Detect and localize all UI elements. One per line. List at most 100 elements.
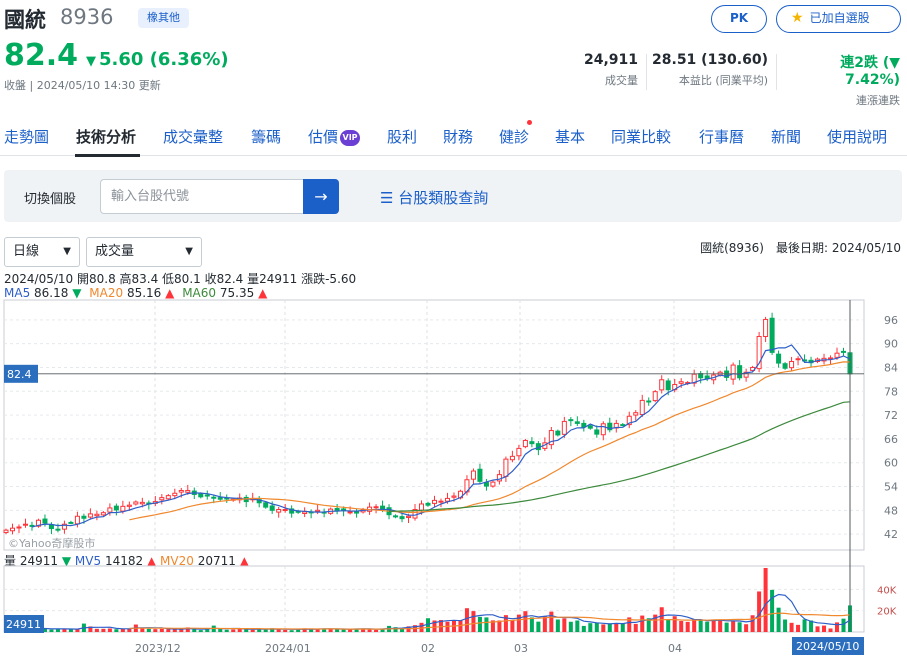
tab-help[interactable]: 使用說明	[827, 128, 888, 146]
candle-body	[639, 399, 645, 415]
vol-direction: ▼	[61, 554, 72, 568]
stock-code-input[interactable]	[100, 179, 305, 214]
indicator-select[interactable]: 成交量 ▼	[86, 237, 202, 267]
switcher-label: 切換個股	[24, 192, 77, 207]
notification-dot	[527, 120, 532, 125]
volume-bar	[49, 629, 54, 632]
volume-bar	[367, 629, 372, 632]
volume-bar	[140, 627, 145, 632]
tab-dividend[interactable]: 股利	[387, 128, 418, 146]
price-tick-label: 90	[884, 338, 898, 351]
candle-body	[393, 515, 399, 518]
stat-streak: 連2跌 (▼ 7.42%) 連漲連跌	[782, 52, 900, 108]
tab-valuation[interactable]: 估價 VIP	[308, 126, 361, 147]
volume-bar	[698, 620, 703, 632]
tab-calendar[interactable]: 行事曆	[699, 128, 745, 146]
volume-bar	[666, 619, 671, 632]
volume-bar	[679, 621, 684, 632]
candle-body	[548, 430, 554, 446]
tab-financials[interactable]: 財務	[443, 128, 474, 146]
candle-body	[302, 511, 308, 514]
volume-bar	[633, 623, 638, 632]
volume-bar	[581, 625, 586, 632]
candle-body	[659, 379, 665, 391]
candle-body	[263, 502, 269, 508]
current-price-tag-label: 82.4	[7, 368, 32, 381]
volume-bar	[146, 628, 151, 632]
tab-health[interactable]: 健診	[499, 128, 530, 146]
volume-bar	[614, 623, 619, 632]
volume-bar	[627, 617, 632, 632]
candle-body	[354, 511, 360, 514]
volume-bar	[568, 621, 573, 632]
candle-body	[107, 507, 113, 513]
tab-peers[interactable]: 同業比較	[611, 128, 672, 146]
candle-body	[509, 455, 515, 461]
volume-bar	[425, 618, 431, 632]
tab-chips[interactable]: 籌碼	[251, 128, 282, 146]
volume-bar	[322, 628, 327, 632]
tab-technical[interactable]: 技術分析	[76, 128, 137, 146]
mv20-direction: ▲	[239, 554, 249, 568]
category-query-link[interactable]: ☰ 台股類股查詢	[380, 187, 488, 208]
add-watchlist-button[interactable]: ★ 已加自選股	[776, 5, 901, 33]
volume-bar	[562, 618, 567, 632]
candle-body	[35, 519, 41, 527]
candle-body	[678, 381, 684, 384]
candle-body	[730, 364, 736, 380]
stat-pe: 28.51 (130.60) 本益比 (同業平均)	[648, 52, 768, 88]
volume-bar	[283, 629, 288, 632]
tab-trend[interactable]: 走勢圖	[4, 128, 50, 146]
candle-body	[55, 528, 61, 531]
volume-bar	[250, 629, 255, 632]
ma20-line	[129, 361, 851, 521]
ma60-direction: ▲	[258, 286, 268, 300]
volume-bar	[62, 629, 67, 632]
volume-bar	[692, 619, 697, 632]
tab-bar: 走勢圖 技術分析 成交彙整 籌碼 估價 VIP 股利 財務 健診 基本 同業比較 …	[0, 116, 907, 157]
current-date-tag	[792, 637, 864, 655]
x-tick-label: 02	[421, 642, 435, 655]
tab-news[interactable]: 新聞	[771, 128, 802, 146]
candle-body	[568, 419, 574, 422]
volume-bar	[705, 621, 710, 632]
candle-body	[743, 371, 749, 378]
candle-body	[776, 353, 782, 364]
candle-body	[483, 482, 489, 487]
candle-body	[120, 505, 126, 512]
volume-bar	[620, 623, 625, 632]
industry-tag[interactable]: 橡其他	[138, 8, 189, 28]
candle-body	[522, 439, 528, 448]
volume-bar	[354, 628, 359, 632]
volume-bar	[42, 628, 47, 632]
volume-bar	[724, 622, 729, 632]
ma20-direction: ▲	[165, 286, 175, 300]
candle-body	[503, 458, 509, 477]
divider	[776, 54, 777, 90]
volume-bar	[328, 629, 333, 632]
go-arrow-button[interactable]: →	[303, 179, 339, 214]
candle-body	[3, 529, 9, 534]
mv5-direction: ▲	[146, 554, 157, 568]
volume-bar	[841, 618, 846, 632]
price-tick-label: 60	[884, 457, 898, 470]
current-date-tag-label: 2024/05/10	[796, 640, 859, 653]
candle-body	[165, 495, 171, 500]
volume-bar	[809, 620, 814, 632]
candle-body	[431, 499, 438, 504]
tab-basic[interactable]: 基本	[555, 128, 586, 146]
period-select[interactable]: 日線 ▼	[4, 237, 80, 267]
volume-bar	[477, 616, 482, 632]
candle-body	[139, 501, 145, 505]
volume-bar	[315, 628, 320, 632]
pk-button[interactable]: PK	[711, 5, 767, 33]
candle-body	[555, 430, 561, 436]
ma5-direction: ▼	[72, 286, 82, 300]
tab-trades[interactable]: 成交彙整	[163, 128, 224, 146]
volume-bar	[770, 589, 775, 632]
add-watchlist-label: 已加自選股	[809, 11, 870, 25]
candle-body	[789, 361, 795, 369]
volume-bar	[731, 620, 736, 632]
volume-bar	[276, 629, 281, 632]
